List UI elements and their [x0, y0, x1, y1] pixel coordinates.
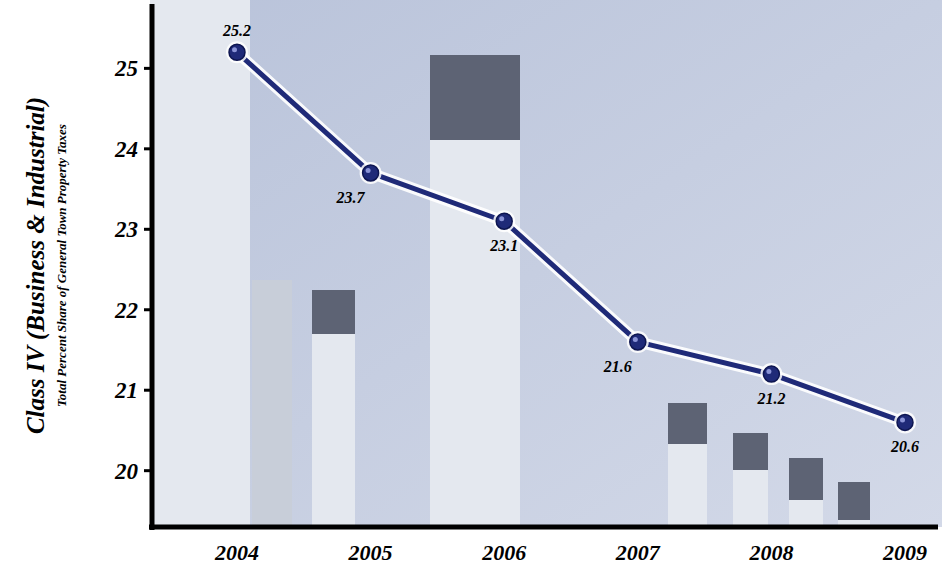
data-label: 20.6 [890, 438, 919, 455]
line-glow [237, 52, 905, 422]
x-tick-label: 2008 [748, 540, 793, 565]
x-tick-label: 2006 [481, 540, 526, 565]
marker-highlight [499, 216, 504, 221]
data-label: 21.2 [756, 390, 785, 407]
marker-highlight [633, 337, 638, 342]
y-tick-label: 23 [114, 217, 138, 242]
smokestack [668, 403, 707, 527]
data-label: 23.7 [336, 189, 366, 206]
marker-glow [493, 210, 515, 232]
series [226, 41, 916, 433]
y-tick [144, 228, 152, 231]
marker-highlight [232, 47, 237, 52]
smokestack [150, 0, 250, 527]
marker-highlight [366, 168, 371, 173]
marker-glow [894, 411, 916, 433]
y-tick [144, 469, 152, 472]
y-axis-subtitle: Total Percent Share of General Town Prop… [54, 124, 69, 407]
structure [252, 280, 292, 527]
line [237, 52, 905, 422]
y-tick [144, 67, 152, 70]
smokestack [430, 55, 520, 527]
smokestack [733, 433, 768, 527]
y-tick [144, 308, 152, 311]
smokestack-top [668, 403, 707, 444]
smokestack-top [312, 290, 355, 334]
marker [229, 44, 245, 60]
y-tick-label: 25 [114, 56, 138, 81]
smokestack-top [430, 55, 520, 140]
marker-glow [226, 41, 248, 63]
y-tick-label: 21 [114, 378, 138, 403]
marker [897, 414, 913, 430]
marker [363, 165, 379, 181]
x-tick-label: 2009 [882, 540, 927, 565]
smokestack [838, 482, 870, 527]
x-tick-label: 2007 [615, 540, 661, 565]
y-tick-label: 24 [114, 137, 138, 162]
marker-glow [627, 331, 649, 353]
marker [630, 334, 646, 350]
y-tick [144, 147, 152, 150]
data-label: 25.2 [222, 22, 251, 39]
smokestack-top [838, 482, 870, 520]
data-label: 21.6 [603, 358, 632, 375]
smokestack-top [789, 458, 823, 500]
x-tick-label: 2004 [214, 540, 259, 565]
marker [496, 213, 512, 229]
x-tick-label: 2005 [348, 540, 393, 565]
background [152, 0, 942, 527]
marker [763, 366, 779, 382]
marker-glow [360, 162, 382, 184]
chart: 20 21 22 23 24 25 2004 2005 2006 2007 2008 2009 Clas… [0, 0, 942, 573]
marker-highlight [900, 417, 905, 422]
smokestack-top [733, 433, 768, 470]
marker-glow [760, 363, 782, 385]
y-axis [150, 4, 155, 530]
smokestack [312, 290, 355, 527]
marker-highlight [766, 369, 771, 374]
y-tick-label: 20 [114, 459, 139, 484]
x-axis [149, 525, 938, 530]
y-tick [144, 389, 152, 392]
smokestack [789, 458, 823, 527]
y-tick-label: 22 [114, 298, 138, 323]
data-label: 23.1 [489, 237, 518, 254]
y-axis-title: Class IV (Business & Industrial) [22, 97, 50, 434]
